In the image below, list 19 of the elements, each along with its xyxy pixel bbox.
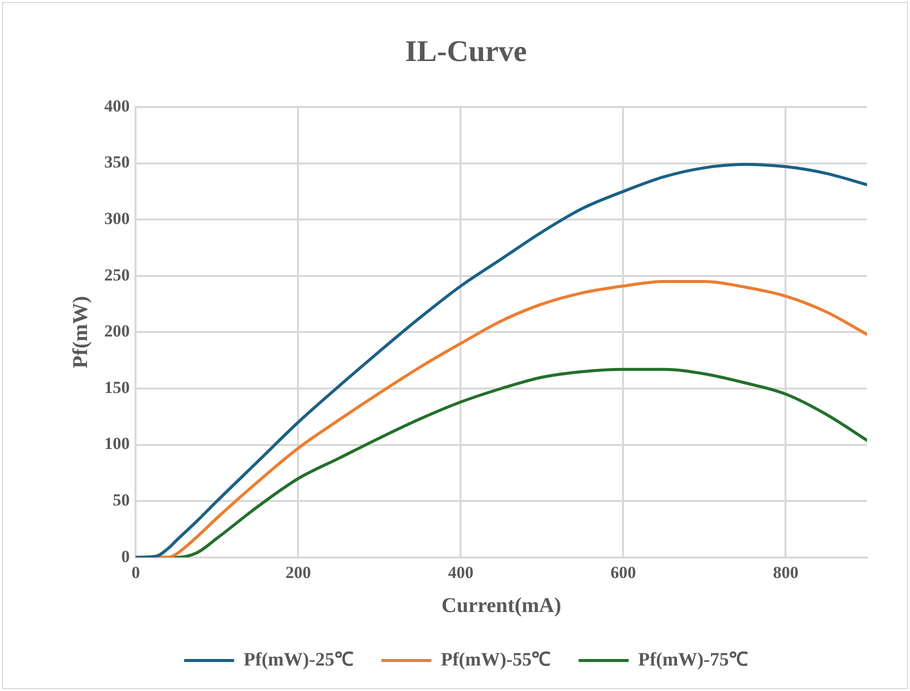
y-tick-label: 150 — [104, 378, 130, 397]
y-tick-label: 0 — [121, 546, 130, 566]
legend-label: Pf(mW)-75℃ — [638, 649, 748, 670]
y-tick-label: 300 — [104, 208, 130, 228]
y-tick-label: 250 — [104, 265, 130, 284]
x-tick-label: 400 — [448, 562, 474, 582]
y-tick-label: 400 — [104, 96, 130, 116]
chart-title: IL-Curve — [405, 34, 527, 68]
y-tick-label: 50 — [112, 490, 130, 510]
y-axis-title: Pf(mW) — [68, 296, 92, 368]
y-tick-label: 200 — [104, 322, 130, 341]
x-tick-label: 800 — [772, 562, 798, 582]
y-tick-label: 100 — [104, 434, 130, 454]
x-axis-title: Current(mA) — [441, 592, 562, 617]
y-tick-label: 350 — [104, 152, 130, 172]
legend-label: Pf(mW)-25℃ — [244, 649, 354, 670]
legend-label: Pf(mW)-55℃ — [440, 649, 551, 670]
x-tick-label: 200 — [285, 562, 311, 582]
x-tick-label: 600 — [610, 562, 636, 582]
